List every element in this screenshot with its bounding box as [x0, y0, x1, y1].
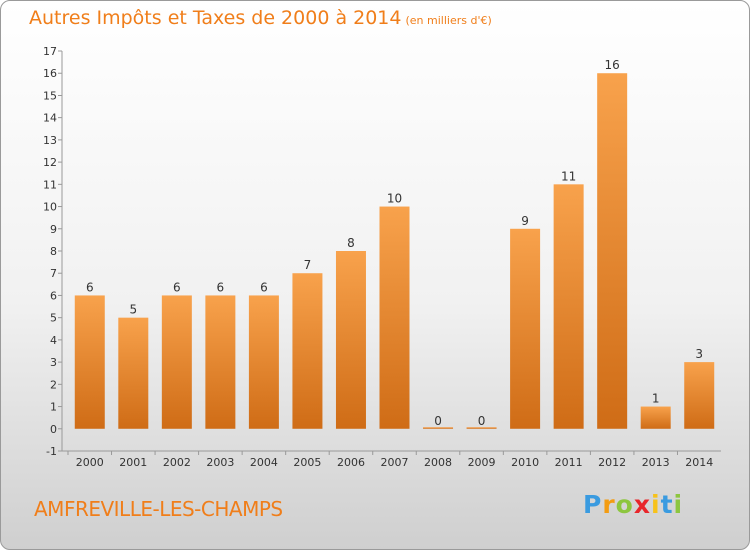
y-tick-label: 6	[50, 289, 57, 302]
bar-2011	[553, 184, 584, 429]
bar-2014	[684, 362, 715, 429]
x-tick-label-2000: 2000	[76, 456, 104, 469]
data-label-2000: 6	[86, 280, 94, 294]
x-tick-label-2007: 2007	[381, 456, 409, 469]
data-label-2013: 1	[652, 392, 660, 406]
data-label-2012: 16	[605, 58, 620, 72]
x-tick-label-2004: 2004	[250, 456, 278, 469]
chart-title-unit: (en milliers d'€)	[405, 14, 492, 27]
data-label-2004: 6	[260, 280, 268, 294]
bar-2002	[161, 295, 192, 429]
y-tick-label: 0	[50, 423, 57, 436]
bar-2007	[379, 206, 410, 429]
x-tick-label-2009: 2009	[468, 456, 496, 469]
y-tick-label: 7	[50, 267, 57, 280]
y-tick-label: 4	[50, 334, 57, 347]
bar-2009	[466, 427, 497, 429]
y-tick-label: 5	[50, 312, 57, 325]
chart-bars: 6 5 6 6 6 7 8 10 0 0 9 11 16 1 3	[74, 58, 715, 429]
chart-title-text: Autres Impôts et Taxes de 2000 à 2014	[29, 7, 402, 29]
bar-2008	[423, 427, 454, 429]
bar-2004	[248, 295, 279, 429]
x-tick-label-2008: 2008	[424, 456, 452, 469]
bar-2003	[205, 295, 236, 429]
data-label-2008: 0	[434, 414, 442, 428]
x-tick-label-2006: 2006	[337, 456, 365, 469]
data-label-2014: 3	[695, 347, 703, 361]
x-tick-label-2005: 2005	[293, 456, 321, 469]
bar-2000	[74, 295, 105, 429]
data-label-2011: 11	[561, 169, 576, 183]
y-tick-label: -1	[46, 445, 57, 458]
y-tick-label: 11	[43, 178, 57, 191]
x-tick-label-2013: 2013	[642, 456, 670, 469]
commune-name: AMFREVILLE-LES-CHAMPS	[34, 497, 283, 521]
bar-2012	[597, 73, 628, 429]
y-tick-label: 17	[43, 45, 57, 58]
y-tick-label: 15	[43, 89, 57, 102]
y-tick-label: 12	[43, 156, 57, 169]
x-tick-label-2011: 2011	[555, 456, 583, 469]
logo-letter: t	[660, 490, 674, 519]
x-tick-label-2014: 2014	[685, 456, 713, 469]
logo-letter: i	[673, 490, 684, 519]
data-label-2003: 6	[217, 280, 225, 294]
data-label-2006: 8	[347, 236, 355, 250]
bar-2006	[335, 251, 366, 429]
bar-2013	[640, 406, 671, 429]
x-tick-label-2002: 2002	[163, 456, 191, 469]
bar-2010	[510, 228, 541, 429]
bar-2005	[292, 273, 323, 429]
logo-letter: i	[651, 490, 661, 519]
data-label-2009: 0	[478, 414, 486, 428]
x-tick-label-2010: 2010	[511, 456, 539, 469]
data-label-2005: 7	[304, 258, 312, 272]
x-tick-label-2001: 2001	[119, 456, 147, 469]
x-tick-label-2012: 2012	[598, 456, 626, 469]
y-tick-label: 1	[50, 401, 57, 414]
y-tick-label: 13	[43, 134, 57, 147]
logo-letter: r	[602, 490, 616, 519]
data-label-2010: 9	[521, 214, 529, 228]
y-tick-label: 8	[50, 245, 57, 258]
data-label-2001: 5	[129, 303, 137, 317]
logo-letter: o	[615, 490, 634, 519]
y-tick-label: 3	[50, 356, 57, 369]
logo-letter: P	[583, 490, 603, 519]
bar-2001	[118, 317, 149, 429]
chart-title: Autres Impôts et Taxes de 2000 à 2014 (en…	[29, 7, 492, 29]
data-label-2002: 6	[173, 280, 181, 294]
y-tick-label: 14	[43, 112, 57, 125]
y-tick-label: 10	[43, 201, 57, 214]
y-tick-label: 2	[50, 378, 57, 391]
data-label-2007: 10	[387, 192, 402, 206]
y-tick-label: 16	[43, 67, 57, 80]
logo-letter: x	[633, 490, 651, 519]
proxiti-logo: Proxiti	[583, 490, 683, 519]
x-tick-label-2003: 2003	[206, 456, 234, 469]
y-tick-label: 9	[50, 223, 57, 236]
